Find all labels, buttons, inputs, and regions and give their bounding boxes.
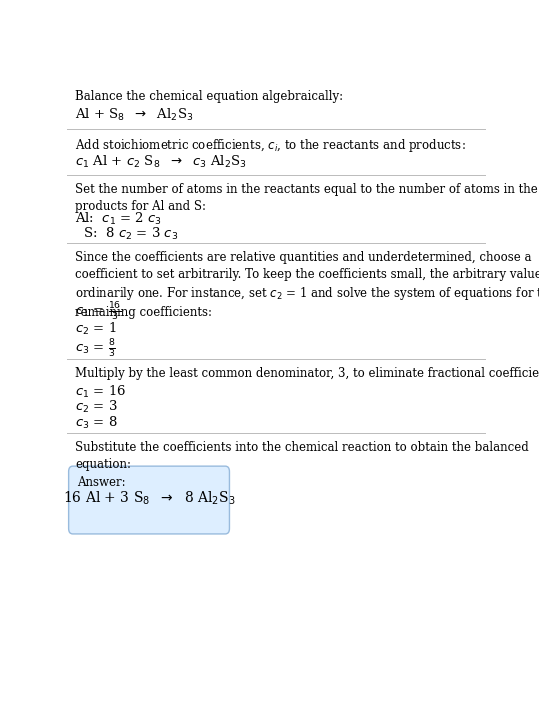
Text: $c_3$ = 8: $c_3$ = 8 <box>75 415 118 430</box>
Text: Balance the chemical equation algebraically:: Balance the chemical equation algebraica… <box>75 91 343 103</box>
Text: S:  8 $c_2$ = 3 $c_3$: S: 8 $c_2$ = 3 $c_3$ <box>75 226 178 242</box>
Text: $c_2$ = 1: $c_2$ = 1 <box>75 321 116 337</box>
Text: $c_3$ = $\frac{8}{3}$: $c_3$ = $\frac{8}{3}$ <box>75 338 116 359</box>
Text: Al:  $c_1$ = 2 $c_3$: Al: $c_1$ = 2 $c_3$ <box>75 211 162 227</box>
Text: $c_1$ Al + $c_2$ S$_8$  $\rightarrow$  $c_3$ Al$_2$S$_3$: $c_1$ Al + $c_2$ S$_8$ $\rightarrow$ $c_… <box>75 154 246 170</box>
Text: $c_1$ = 16: $c_1$ = 16 <box>75 384 126 400</box>
Text: Al + S$_8$  $\rightarrow$  Al$_2$S$_3$: Al + S$_8$ $\rightarrow$ Al$_2$S$_3$ <box>75 107 194 124</box>
Text: Set the number of atoms in the reactants equal to the number of atoms in the
pro: Set the number of atoms in the reactants… <box>75 183 537 213</box>
Text: Multiply by the least common denominator, 3, to eliminate fractional coefficient: Multiply by the least common denominator… <box>75 367 539 380</box>
Text: 16 Al + 3 S$_8$  $\rightarrow$  8 Al$_2$S$_3$: 16 Al + 3 S$_8$ $\rightarrow$ 8 Al$_2$S$… <box>63 490 236 508</box>
Text: $c_2$ = 3: $c_2$ = 3 <box>75 399 118 416</box>
Text: Answer:: Answer: <box>77 476 126 489</box>
Text: Add stoichiometric coefficients, $c_i$, to the reactants and products:: Add stoichiometric coefficients, $c_i$, … <box>75 137 466 154</box>
Text: Substitute the coefficients into the chemical reaction to obtain the balanced
eq: Substitute the coefficients into the che… <box>75 441 529 471</box>
Text: Since the coefficients are relative quantities and underdetermined, choose a
coe: Since the coefficients are relative quan… <box>75 251 539 319</box>
FancyBboxPatch shape <box>68 466 230 534</box>
Text: $c_1$ = $\frac{16}{3}$: $c_1$ = $\frac{16}{3}$ <box>75 300 122 323</box>
